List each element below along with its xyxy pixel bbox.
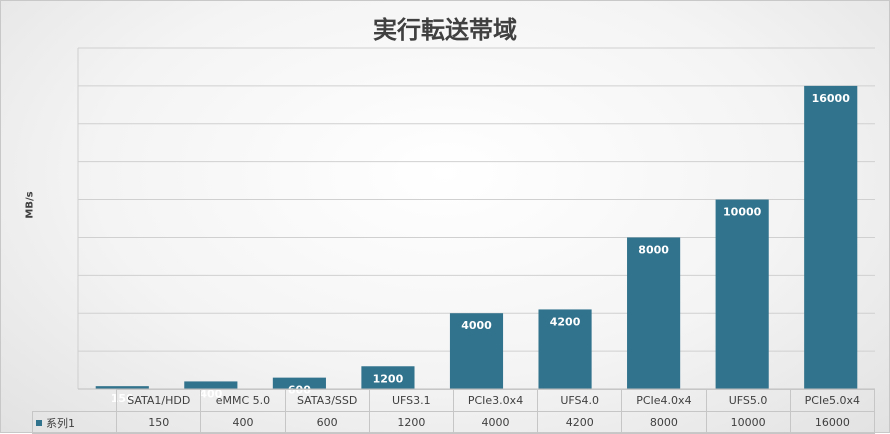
tick-label: UFS3.1 (368, 389, 454, 412)
data-label: 4200 (550, 315, 581, 328)
data-label: 16000 (812, 92, 851, 105)
bar (449, 313, 504, 389)
table-value: 8000 (621, 411, 707, 434)
table-value: 4200 (537, 411, 623, 434)
data-table: SATA1/HDD eMMC 5.0 SATA3/SSD UFS3.1 PCIe3.0x… (31, 389, 876, 434)
tick-label: eMMC 5.0 (200, 389, 286, 412)
bar (184, 381, 238, 389)
bar (272, 377, 326, 389)
bar (715, 199, 769, 389)
table-value: 600 (284, 411, 370, 434)
legend-key (36, 419, 42, 426)
tick-label: UFS4.0 (537, 389, 623, 412)
tick-label: PCIe4.0x4 (621, 389, 707, 412)
bar (95, 386, 149, 389)
bar (627, 237, 681, 389)
data-label: 1200 (373, 372, 404, 385)
table-value: 4000 (452, 411, 539, 434)
series-name: 系列1 (46, 416, 75, 430)
data-label: 4000 (461, 319, 492, 332)
tick-label: PCIe5.0x4 (789, 389, 876, 412)
bar (538, 309, 592, 389)
chart-title: 実行転送帯域 (373, 16, 517, 44)
value-row: 系列1 150 400 600 1200 4000 4200 8000 10000 16000 (31, 411, 876, 434)
tick-label: UFS5.0 (705, 389, 791, 412)
series-legend-cell: 系列1 (31, 411, 118, 434)
table-value: 150 (116, 411, 202, 434)
table-value: 400 (200, 411, 286, 434)
tick-label: SATA1/HDD (116, 389, 202, 412)
category-row: SATA1/HDD eMMC 5.0 SATA3/SSD UFS3.1 PCIe3.0x… (33, 389, 876, 412)
table-value: 10000 (705, 411, 791, 434)
bar (361, 366, 415, 389)
table-value: 1200 (368, 411, 454, 434)
data-label: 10000 (723, 206, 762, 219)
data-label: 8000 (638, 243, 669, 256)
bar (804, 85, 858, 389)
tick-label: PCIe3.0x4 (452, 389, 539, 412)
table-corner (33, 390, 117, 412)
table-value: 16000 (789, 411, 876, 434)
tick-label: SATA3/SSD (284, 389, 370, 412)
